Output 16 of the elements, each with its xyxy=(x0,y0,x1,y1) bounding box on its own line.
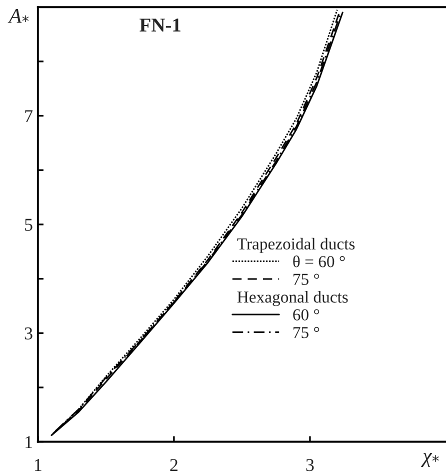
legend-label: 75 ° xyxy=(294,274,320,285)
y-tick-label: 5 xyxy=(25,218,32,231)
chart-title: FN-1 xyxy=(140,18,180,32)
y-tick-label: 7 xyxy=(25,110,33,122)
legend-label: θ = 60 ° xyxy=(293,255,345,268)
y-axis-title: A$_{*}$ xyxy=(8,9,29,23)
x-tick-label: 1 xyxy=(34,459,42,471)
legend-label: 75 ° xyxy=(294,326,320,338)
x-tick-label: 2 xyxy=(170,459,178,471)
x-axis-title: χ$_{*}$ xyxy=(420,453,439,468)
y-tick-label: 1 xyxy=(26,436,32,448)
x-tick-label: 3 xyxy=(306,459,314,472)
annotation: Trapezoidal ducts xyxy=(237,238,355,253)
legend-label: 60 ° xyxy=(293,309,320,320)
annotation: Hexagonal ducts xyxy=(237,290,348,306)
y-tick-label: 3 xyxy=(24,327,32,340)
